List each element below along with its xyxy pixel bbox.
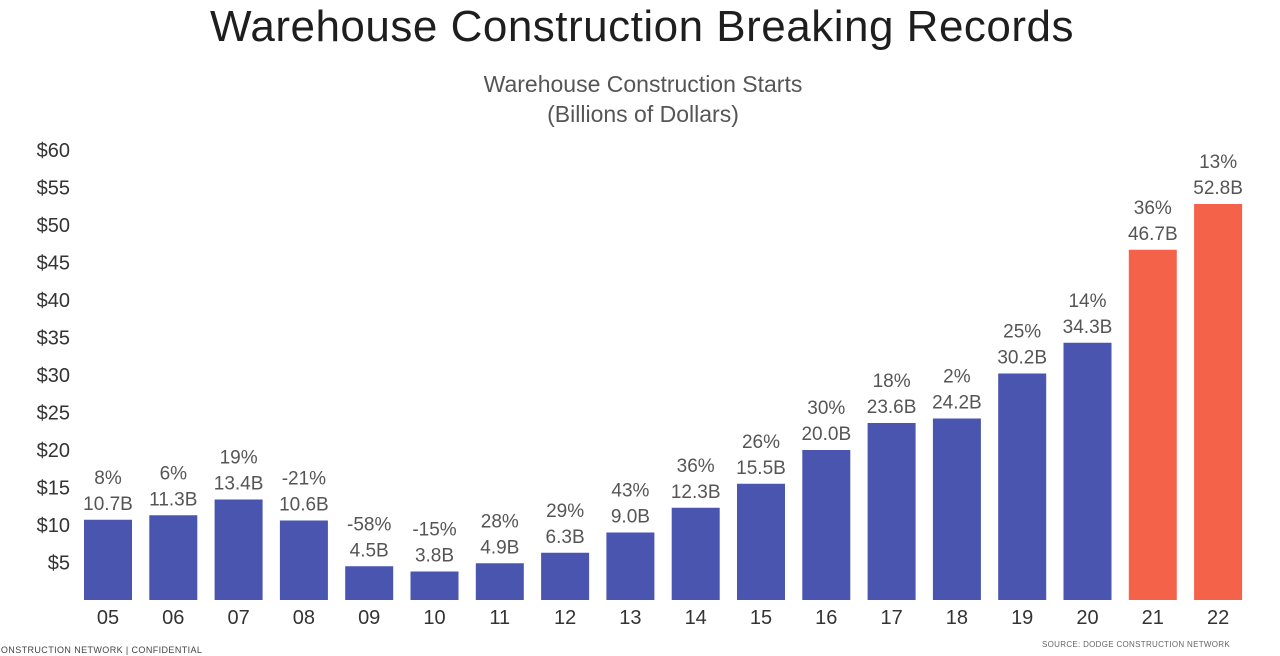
bar	[998, 373, 1047, 600]
footer-source: SOURCE: DODGE CONSTRUCTION NETWORK	[1042, 640, 1230, 649]
bar	[671, 507, 720, 600]
value-label: 34.3B	[1063, 317, 1113, 338]
value-label: 52.8B	[1193, 178, 1243, 199]
pct-change-label: 14%	[1068, 291, 1106, 312]
x-tick-label: 18	[946, 607, 968, 629]
x-tick-label: 19	[1011, 607, 1033, 629]
pct-change-label: 36%	[1134, 198, 1172, 219]
bars	[84, 204, 1243, 600]
pct-change-label: 43%	[611, 481, 649, 502]
y-tick-label: $45	[37, 253, 70, 275]
value-label: 24.2B	[932, 393, 982, 414]
value-label: 3.8B	[415, 546, 454, 567]
pct-change-label: -58%	[347, 514, 391, 535]
bar	[1063, 342, 1112, 600]
x-tick-label: 21	[1142, 607, 1164, 629]
x-tick-label: 05	[97, 607, 119, 629]
value-label: 9.0B	[611, 507, 650, 528]
footer-confidential: CONSTRUCTION NETWORK | CONFIDENTIAL	[0, 645, 203, 655]
bar	[410, 571, 459, 600]
value-label: 4.5B	[350, 540, 389, 561]
pct-change-label: 25%	[1003, 322, 1041, 343]
x-tick-label: 11	[489, 607, 510, 629]
x-tick-label: 09	[358, 607, 380, 629]
x-tick-label: 16	[815, 607, 837, 629]
pct-change-label: 18%	[873, 371, 911, 392]
bar	[802, 450, 851, 600]
x-tick-label: 15	[750, 607, 772, 629]
pct-change-label: 8%	[94, 468, 122, 489]
y-axis-ticks: $5 $10 $15 $20 $25 $30 $35 $40 $45 $50 $55 $60	[37, 140, 70, 575]
pct-change-label: 2%	[943, 367, 971, 388]
value-label: 15.5B	[736, 458, 786, 479]
pct-change-label: 28%	[481, 511, 519, 532]
y-tick-label: $55	[37, 178, 70, 200]
y-tick-label: $5	[48, 553, 70, 575]
x-tick-label: 06	[162, 607, 184, 629]
bar	[932, 418, 981, 600]
y-tick-label: $35	[37, 328, 70, 350]
bar	[1128, 249, 1177, 600]
pct-change-label: -15%	[412, 520, 456, 541]
chart-subtitle: (Billions of Dollars)	[547, 101, 739, 127]
slide-title: Warehouse Construction Breaking Records	[209, 2, 1075, 51]
pct-change-label: -21%	[282, 469, 326, 490]
value-label: 12.3B	[671, 482, 721, 503]
bar	[475, 563, 524, 600]
chart-title: Warehouse Construction Starts	[484, 71, 803, 97]
y-tick-label: $50	[37, 215, 70, 237]
x-axis-ticks: 05 06 07 08 09 10 11 12 13 14 15 16 17 18 19 20 21 22	[97, 607, 1229, 629]
y-tick-label: $40	[37, 290, 70, 312]
value-label: 11.3B	[149, 489, 197, 510]
x-tick-label: 22	[1207, 607, 1229, 629]
value-label: 30.2B	[997, 348, 1047, 369]
bar	[214, 499, 263, 600]
bar	[1194, 204, 1243, 600]
y-tick-label: $15	[37, 478, 70, 500]
value-label: 23.6B	[867, 397, 917, 418]
pct-change-label: 26%	[742, 432, 780, 453]
y-tick-label: $20	[37, 440, 70, 462]
bar	[606, 532, 655, 600]
x-tick-label: 13	[619, 607, 641, 629]
bar	[867, 423, 916, 600]
y-tick-label: $60	[37, 140, 70, 162]
bar	[737, 483, 785, 600]
y-tick-label: $25	[37, 403, 70, 425]
bar	[279, 520, 328, 600]
x-tick-label: 08	[293, 607, 315, 629]
bar	[345, 566, 394, 600]
bar	[149, 515, 198, 600]
x-tick-label: 17	[880, 607, 902, 629]
value-label: 10.7B	[83, 494, 133, 515]
data-labels: 10.7B 8% 11.3B 6% 13.4B 19% 10.6B -21% 4.5B -58% 3…	[83, 152, 1243, 567]
pct-change-label: 6%	[160, 463, 188, 484]
x-tick-label: 07	[227, 607, 249, 629]
pct-change-label: 29%	[546, 501, 584, 522]
pct-change-label: 30%	[807, 398, 845, 419]
y-tick-label: $10	[37, 515, 70, 537]
x-tick-label: 14	[685, 607, 707, 629]
value-label: 20.0B	[801, 424, 851, 445]
bar	[541, 552, 590, 600]
x-tick-label: 10	[423, 607, 445, 629]
value-label: 13.4B	[214, 474, 264, 495]
value-label: 4.9B	[480, 537, 519, 558]
pct-change-label: 36%	[677, 456, 715, 477]
value-label: 6.3B	[546, 527, 585, 548]
pct-change-label: 13%	[1199, 152, 1237, 173]
y-tick-label: $30	[37, 365, 70, 387]
value-label: 10.6B	[279, 495, 329, 516]
x-tick-label: 12	[554, 607, 576, 629]
value-label: 46.7B	[1128, 224, 1178, 245]
x-tick-label: 20	[1076, 607, 1098, 629]
pct-change-label: 19%	[220, 448, 258, 469]
bar	[84, 519, 132, 600]
